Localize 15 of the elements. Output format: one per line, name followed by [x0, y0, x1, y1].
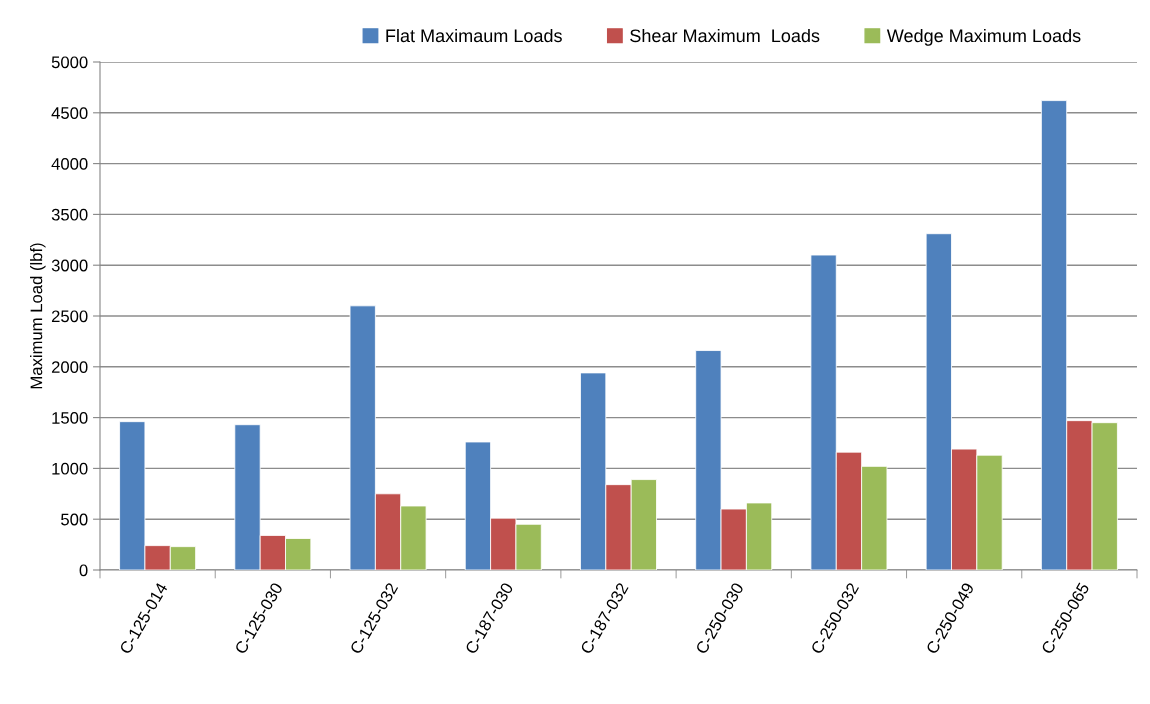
y-tick-label: 1500 [52, 412, 88, 424]
y-tick-label: 4000 [51, 158, 88, 170]
y-tick-label: 500 [61, 513, 88, 526]
y-tick-label: 0 [79, 564, 88, 577]
y-tick-label: 3000 [51, 259, 88, 272]
y-tick-label: 5000 [51, 56, 88, 69]
y-tick-label: 2500 [51, 310, 88, 323]
y-tick-label: 4500 [51, 107, 88, 119]
y-axis-title: Maximum Load (lbf) [30, 243, 46, 389]
y-tick-label: 2000 [51, 361, 88, 373]
legend-label: Wedge Maximum Loads [886, 28, 1081, 46]
legend-label: Flat Maximaum Loads [386, 28, 562, 43]
legend-label: Shear Maximum Loads [630, 28, 820, 43]
y-tick-label: 3500 [51, 208, 88, 221]
y-tick-label: 1000 [52, 462, 88, 475]
